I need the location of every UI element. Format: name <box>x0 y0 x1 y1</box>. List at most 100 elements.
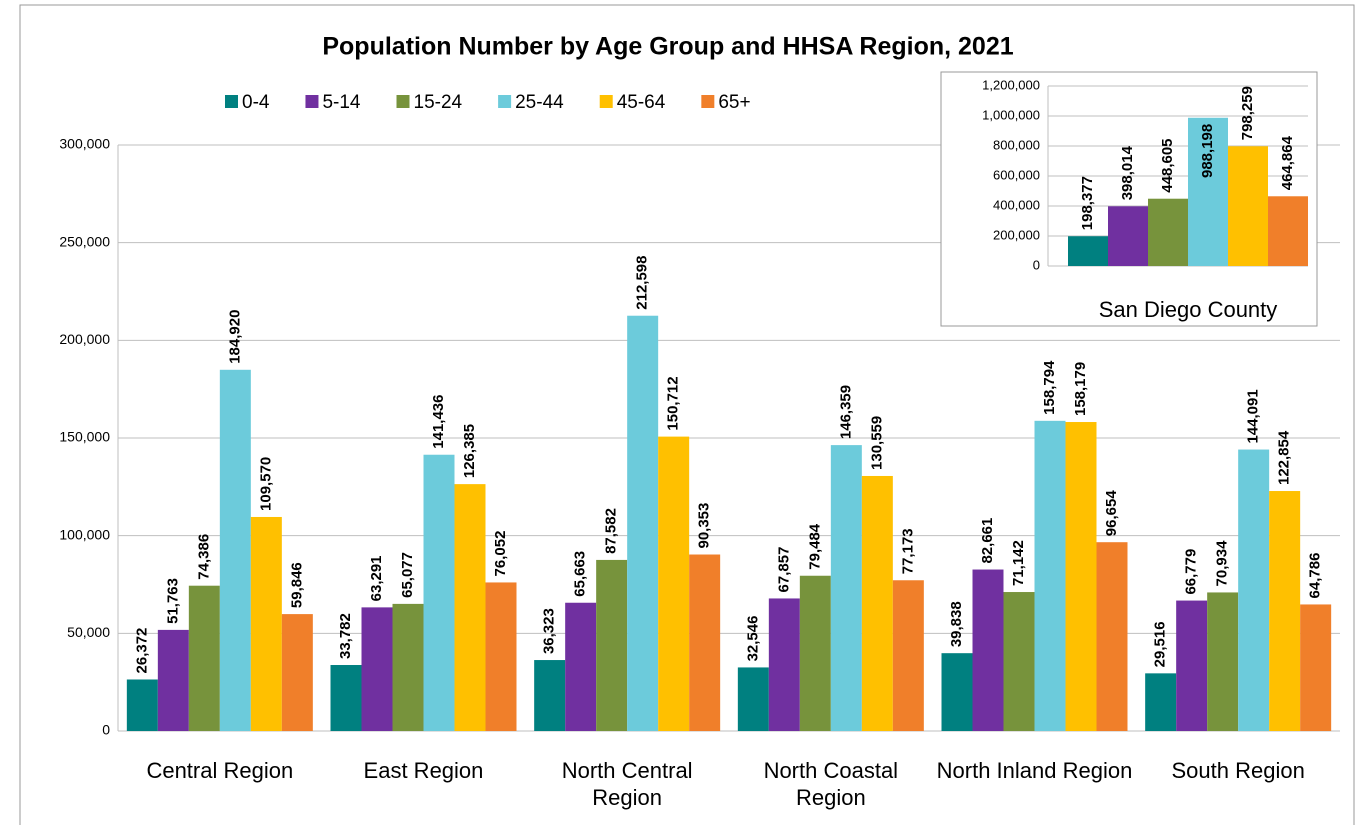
bar <box>830 445 862 731</box>
y-tick-label: 1,000,000 <box>982 107 1040 122</box>
data-label: 158,794 <box>1041 360 1058 415</box>
bar <box>157 629 189 731</box>
data-label: 448,605 <box>1159 138 1176 192</box>
x-tick-label-box: Central Region <box>146 758 294 783</box>
x-tick-label: Central Region <box>146 758 294 783</box>
data-label: 398,014 <box>1119 145 1136 200</box>
bar <box>799 575 831 731</box>
bar <box>596 559 628 731</box>
bar <box>1176 600 1208 731</box>
y-tick-label: 200,000 <box>59 331 110 347</box>
data-label: 32,546 <box>744 616 761 662</box>
x-tick-label: East Region <box>363 758 484 783</box>
data-label: 150,712 <box>665 376 682 430</box>
data-label: 66,779 <box>1183 549 1200 595</box>
data-label: 65,077 <box>399 552 416 598</box>
x-tick-label: North Inland Region <box>936 758 1133 783</box>
y-tick-label: 600,000 <box>993 167 1040 182</box>
bar <box>861 475 893 731</box>
bar <box>1228 146 1268 266</box>
y-tick-label: 200,000 <box>993 227 1040 242</box>
x-tick-label-box: North Coastal Region <box>764 758 899 810</box>
legend-swatch <box>225 95 238 108</box>
legend-label: 65+ <box>718 92 750 113</box>
data-label: 64,786 <box>1307 553 1324 599</box>
bar <box>423 454 455 731</box>
legend-label: 5-14 <box>322 92 360 113</box>
bar <box>1268 196 1308 266</box>
data-label: 184,920 <box>226 310 243 364</box>
data-label: 96,654 <box>1103 490 1120 537</box>
bar <box>1145 673 1177 731</box>
y-tick-label: 1,200,000 <box>982 77 1040 92</box>
data-label: 71,142 <box>1010 540 1027 586</box>
bar <box>1003 592 1035 731</box>
bar <box>1238 449 1270 731</box>
data-label: 141,436 <box>430 394 447 448</box>
bar <box>485 582 517 731</box>
bar <box>281 614 313 731</box>
data-label: 76,052 <box>492 531 509 577</box>
y-tick-label: 0 <box>102 722 110 738</box>
legend-swatch <box>396 95 410 108</box>
data-label: 122,854 <box>1276 430 1293 485</box>
data-label: 146,359 <box>837 385 854 439</box>
data-label: 90,353 <box>696 503 713 549</box>
data-label: 212,598 <box>634 255 651 309</box>
bar <box>627 315 659 731</box>
bar <box>565 602 597 731</box>
x-tick-label-box: North Central Region <box>561 758 693 810</box>
data-label: 26,372 <box>133 628 150 674</box>
y-tick-label: 400,000 <box>993 197 1040 212</box>
bar <box>737 667 769 731</box>
bar <box>392 603 424 731</box>
data-label: 33,782 <box>337 613 354 659</box>
bar <box>1108 206 1148 266</box>
data-label: 109,570 <box>257 457 274 511</box>
x-tick-label-box: South Region <box>1171 758 1305 783</box>
data-label: 79,484 <box>806 523 823 570</box>
legend-swatch <box>701 95 715 108</box>
bar <box>941 653 973 731</box>
data-label: 464,864 <box>1279 135 1296 190</box>
data-label: 29,516 <box>1152 621 1169 667</box>
chart-title: Population Number by Age Group and HHSA … <box>322 33 1013 61</box>
legend-swatch <box>599 95 613 108</box>
bar <box>1034 420 1066 731</box>
bar <box>689 554 721 731</box>
data-label: 198,377 <box>1079 176 1096 230</box>
bar <box>972 569 1004 731</box>
y-tick-label: 100,000 <box>59 526 110 542</box>
data-label: 144,091 <box>1245 389 1262 443</box>
bar <box>219 369 251 731</box>
data-label: 87,582 <box>603 508 620 554</box>
y-tick-label: 800,000 <box>993 137 1040 152</box>
bar <box>361 607 393 731</box>
bar <box>658 436 690 731</box>
data-label: 126,385 <box>461 424 478 478</box>
data-label: 51,763 <box>164 578 181 624</box>
bar <box>1188 117 1228 267</box>
data-label: 988,198 <box>1199 124 1216 178</box>
legend-label: 45-64 <box>617 92 666 113</box>
x-tick-label: North Central Region <box>561 758 693 810</box>
data-label: 77,173 <box>899 528 916 574</box>
data-label: 798,259 <box>1239 86 1256 140</box>
x-tick-label: South Region <box>1171 758 1305 783</box>
legend-label: 0-4 <box>242 92 270 113</box>
bar <box>330 665 362 731</box>
bar <box>768 598 800 731</box>
x-tick-label-box: North Inland Region <box>936 758 1133 783</box>
y-tick-label: 300,000 <box>59 136 110 152</box>
data-label: 74,386 <box>195 534 212 580</box>
bar <box>454 484 486 731</box>
data-label: 130,559 <box>868 416 885 470</box>
data-label: 63,291 <box>368 555 385 601</box>
data-label: 67,857 <box>775 547 792 593</box>
data-label: 82,661 <box>979 518 996 564</box>
data-label: 39,838 <box>948 601 965 647</box>
bar <box>1096 542 1128 731</box>
bar <box>1269 491 1301 731</box>
x-tick-label: San Diego County <box>1098 297 1278 322</box>
